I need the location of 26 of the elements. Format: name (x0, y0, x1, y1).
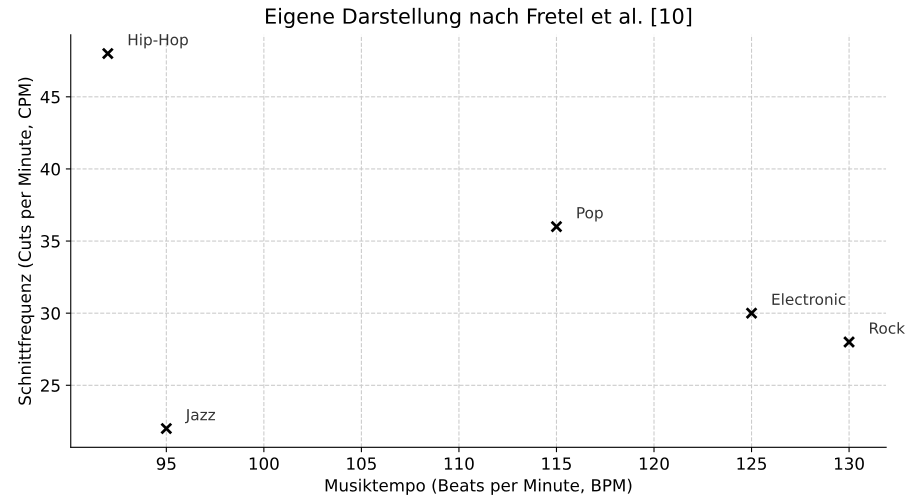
annotation: Electronic (772, 293, 846, 306)
point (745, 306, 758, 320)
y-tick-label: 25 (41, 379, 60, 392)
point (550, 220, 563, 233)
x-tick-label: 115 (542, 458, 571, 470)
x-tick-label: 110 (444, 457, 474, 470)
x-tick-label: 105 (347, 457, 376, 470)
y-tick-label: 35 (41, 235, 60, 248)
y-tick-label: 40 (40, 162, 60, 176)
y-tick-label: 30 (41, 307, 60, 320)
y-tick-label: 45 (40, 90, 60, 104)
x-tick-label: 95 (156, 457, 176, 470)
point (160, 422, 173, 435)
annotation: Rock (870, 322, 905, 334)
x-tick-label: 125 (737, 457, 766, 470)
y-axis-title: Schnittfrequenz (Cuts per Minute, CPM) (18, 78, 34, 405)
annotation: Jazz (184, 409, 216, 424)
annotation: Pop (577, 207, 603, 222)
x-axis-title: Musiktempo (Beats per Minute, BPM) (326, 478, 632, 495)
x-tick-label: 120 (640, 457, 669, 470)
x-tick-label: 100 (250, 457, 279, 470)
chart-title: Eigene Darstellung nach Fretel et al. [10] (266, 8, 692, 28)
point (102, 47, 114, 60)
annotation: Hip-Hop (128, 34, 188, 48)
x-tick-label: 130 (835, 457, 864, 470)
point (842, 336, 856, 348)
